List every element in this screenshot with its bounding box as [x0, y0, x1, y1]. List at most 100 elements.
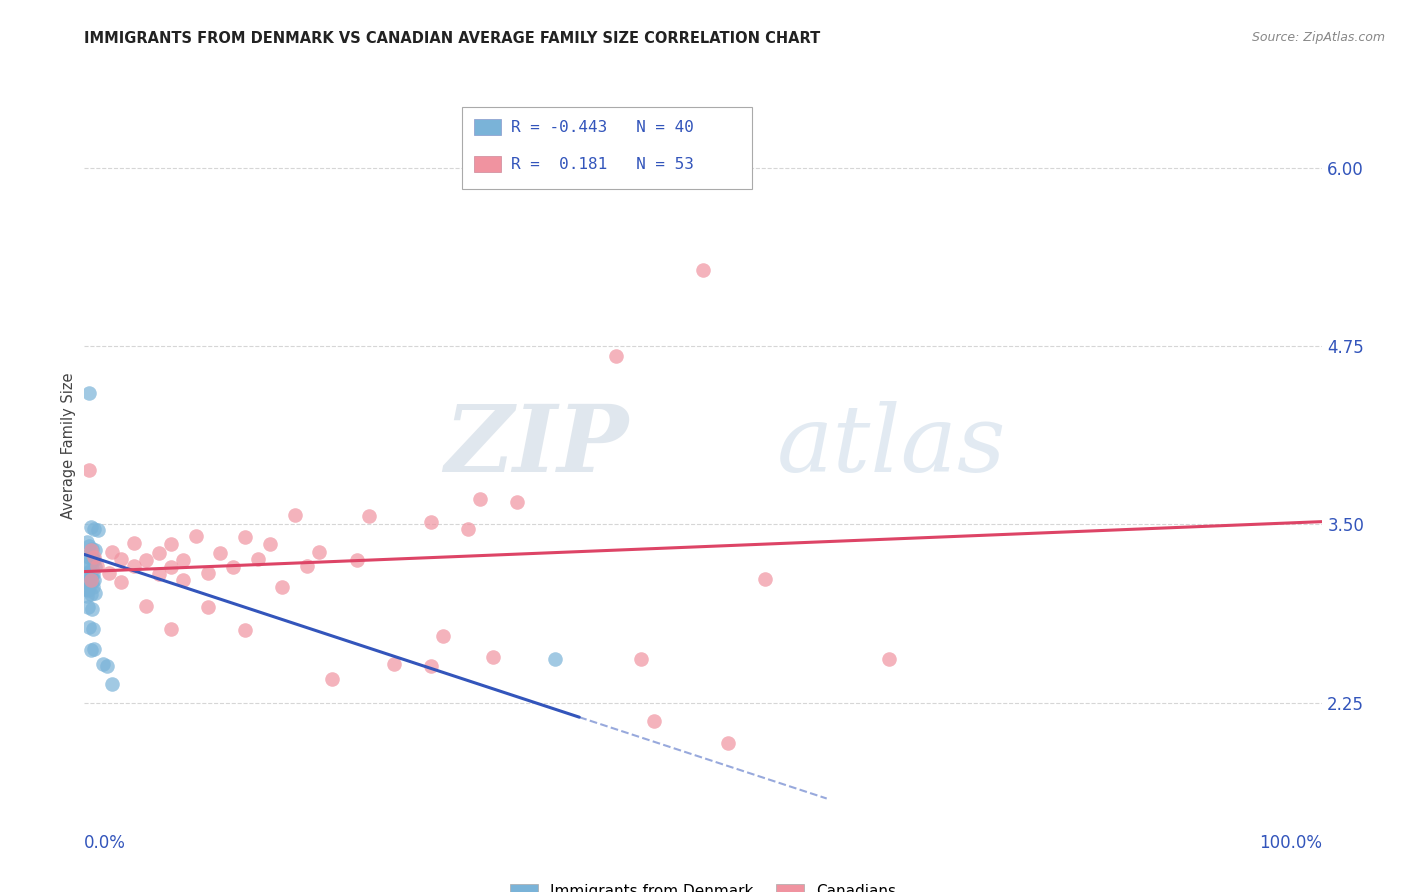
- Point: [96, 658, 118, 673]
- Point: [506, 494, 529, 508]
- Point: [79, 643, 101, 657]
- Point: [605, 349, 627, 363]
- Point: [692, 263, 714, 277]
- Text: 100.0%: 100.0%: [1258, 834, 1322, 852]
- Point: [259, 537, 281, 551]
- Point: [84, 586, 107, 600]
- Point: [160, 537, 183, 551]
- Point: [77, 600, 100, 615]
- Point: [197, 566, 219, 580]
- Point: [148, 567, 170, 582]
- FancyBboxPatch shape: [474, 120, 502, 135]
- Point: [100, 544, 122, 558]
- FancyBboxPatch shape: [474, 156, 502, 172]
- Y-axis label: Average Family Size: Average Family Size: [60, 373, 76, 519]
- Point: [77, 567, 100, 582]
- Point: [100, 677, 122, 691]
- Point: [83, 553, 105, 567]
- Point: [79, 587, 101, 601]
- Point: [122, 558, 145, 573]
- Point: [233, 623, 256, 637]
- Point: [457, 522, 479, 536]
- Point: [83, 573, 105, 587]
- Point: [122, 536, 145, 550]
- Point: [110, 551, 132, 566]
- Point: [76, 558, 98, 572]
- Text: Source: ZipAtlas.com: Source: ZipAtlas.com: [1251, 31, 1385, 45]
- Point: [470, 491, 492, 506]
- Point: [295, 558, 318, 573]
- Point: [84, 543, 107, 558]
- Point: [877, 651, 900, 665]
- Point: [75, 582, 97, 596]
- Text: ZIP: ZIP: [444, 401, 628, 491]
- Point: [432, 629, 454, 643]
- Point: [77, 583, 100, 598]
- Point: [357, 508, 380, 523]
- Point: [110, 574, 132, 589]
- Point: [76, 549, 98, 563]
- Point: [87, 523, 110, 537]
- Point: [419, 515, 441, 529]
- Point: [75, 574, 97, 589]
- FancyBboxPatch shape: [461, 107, 752, 189]
- Point: [79, 569, 101, 583]
- Point: [284, 508, 307, 522]
- Point: [83, 641, 105, 656]
- Point: [717, 736, 740, 750]
- Point: [80, 601, 103, 615]
- Point: [160, 622, 183, 636]
- Point: [135, 599, 157, 613]
- Point: [82, 567, 104, 582]
- Text: 0.0%: 0.0%: [84, 834, 127, 852]
- Point: [172, 573, 194, 587]
- Point: [98, 566, 121, 580]
- Point: [79, 386, 101, 401]
- Point: [79, 573, 101, 587]
- Text: IMMIGRANTS FROM DENMARK VS CANADIAN AVERAGE FAMILY SIZE CORRELATION CHART: IMMIGRANTS FROM DENMARK VS CANADIAN AVER…: [84, 31, 821, 46]
- Point: [308, 544, 330, 558]
- Legend: Immigrants from Denmark, Canadians: Immigrants from Denmark, Canadians: [510, 884, 896, 892]
- Point: [346, 553, 368, 567]
- Point: [643, 714, 665, 729]
- Point: [271, 580, 294, 594]
- Point: [630, 651, 652, 665]
- Point: [91, 657, 114, 672]
- Point: [135, 553, 157, 567]
- Point: [246, 551, 269, 566]
- Point: [481, 650, 503, 665]
- Point: [80, 574, 103, 589]
- Point: [79, 560, 101, 574]
- Point: [86, 558, 108, 573]
- Point: [79, 550, 101, 565]
- Point: [197, 600, 219, 615]
- Point: [82, 622, 104, 636]
- Point: [76, 534, 98, 549]
- Text: R =  0.181   N = 53: R = 0.181 N = 53: [512, 157, 695, 171]
- Point: [79, 539, 101, 553]
- Point: [79, 620, 101, 634]
- Point: [222, 560, 245, 574]
- Point: [84, 560, 107, 574]
- Point: [82, 551, 104, 566]
- Point: [419, 658, 441, 673]
- Text: atlas: atlas: [778, 401, 1007, 491]
- Point: [75, 566, 97, 580]
- Point: [233, 530, 256, 544]
- Point: [382, 657, 405, 672]
- Point: [321, 672, 343, 686]
- Point: [76, 589, 98, 603]
- Point: [172, 553, 194, 567]
- Point: [79, 463, 101, 477]
- Point: [79, 520, 101, 534]
- Point: [512, 172, 534, 186]
- Point: [83, 522, 105, 536]
- Point: [83, 550, 105, 565]
- Point: [160, 560, 183, 574]
- Point: [80, 562, 103, 576]
- Point: [82, 580, 104, 594]
- Point: [148, 546, 170, 560]
- Point: [209, 546, 232, 560]
- Point: [77, 576, 100, 591]
- Point: [543, 651, 565, 665]
